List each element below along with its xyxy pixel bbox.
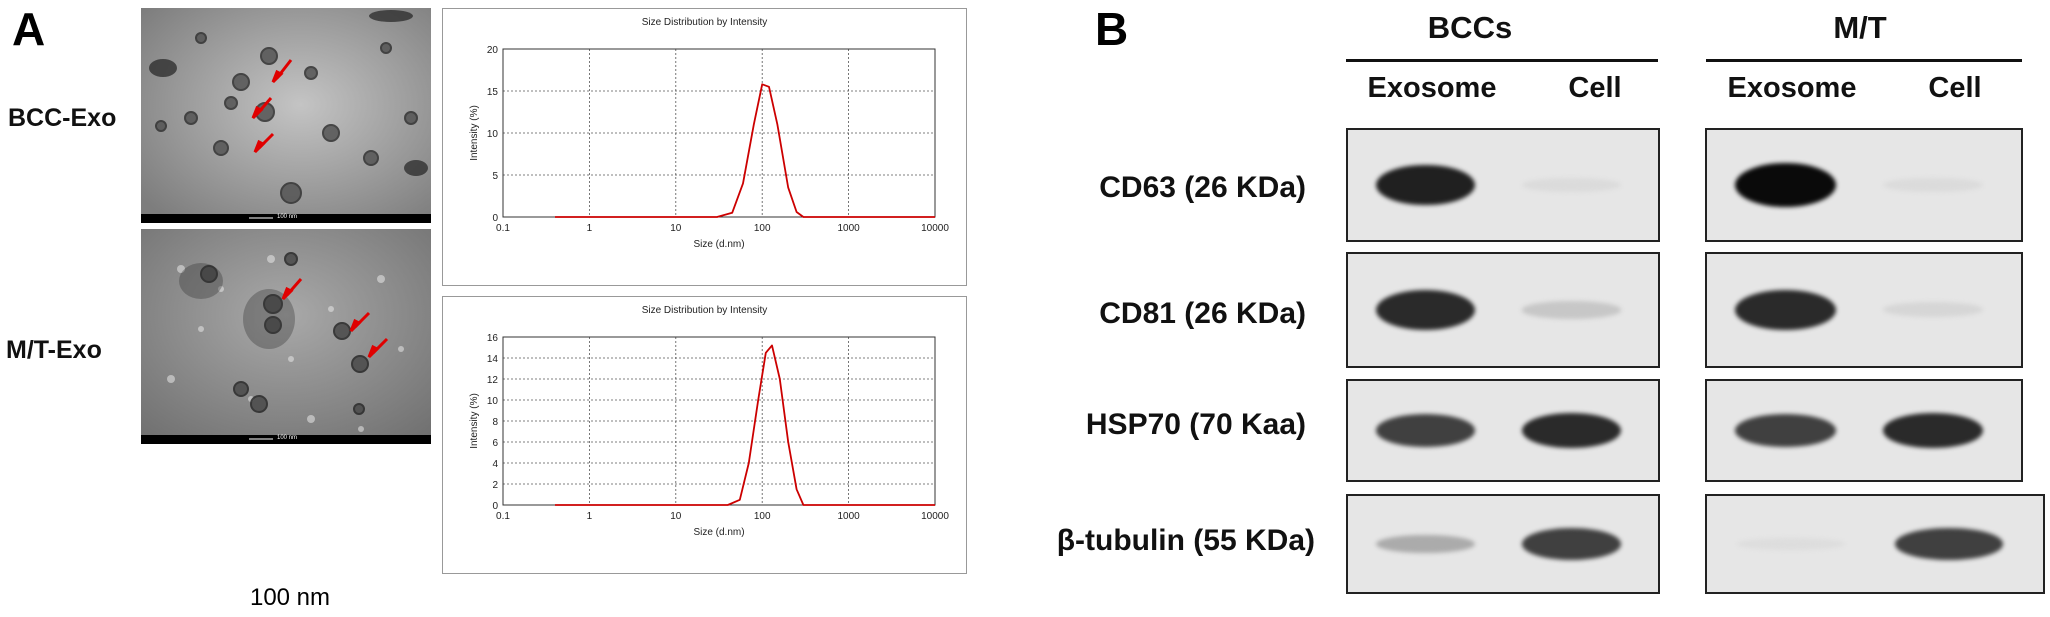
blot-bcc-hsp70 — [1346, 379, 1660, 482]
chart-title: Size Distribution by Intensity — [641, 17, 768, 28]
y-tick-label: 12 — [487, 375, 499, 386]
blot-label-beta-tubulin: β-tubulin (55 KDa) — [1056, 524, 1315, 557]
blot-band — [1737, 537, 1845, 551]
y-tick-label: 2 — [492, 480, 498, 491]
blot-label-cd63: CD63 (26 KDa) — [1099, 171, 1306, 204]
tem-scale-label-1: 100 nm — [277, 214, 298, 220]
group-underline-bccs — [1346, 59, 1658, 62]
y-tick-label: 6 — [492, 438, 498, 449]
panel-a-letter: A — [12, 3, 46, 55]
blot-bcc-cd81 — [1346, 252, 1660, 368]
col-label-mt-cell: Cell — [1928, 72, 1982, 104]
x-tick-label: 100 — [754, 223, 771, 234]
blot-band — [1735, 289, 1836, 331]
blot-band — [1521, 177, 1621, 193]
blot-band — [1521, 301, 1621, 319]
panel-b-letter: B — [1095, 3, 1129, 55]
y-tick-label: 20 — [487, 45, 499, 56]
blot-band — [1375, 534, 1476, 554]
y-tick-label: 10 — [487, 396, 499, 407]
x-tick-label: 10000 — [921, 223, 949, 234]
row-label-mt-exo: M/T-Exo — [6, 336, 102, 364]
blot-band — [1521, 412, 1621, 449]
blot-band — [1521, 528, 1621, 560]
x-tick-label: 10 — [670, 223, 682, 234]
blot-band — [1882, 412, 1984, 449]
chart-svg-2: 0.1 1 10 100 1000 10000 0 2 4 6 8 10 12 14 16 Size (d.n… — [469, 333, 949, 538]
blot-band — [1375, 414, 1476, 447]
col-label-mt-exosome: Exosome — [1727, 72, 1857, 104]
blot-mt-beta-tubulin — [1705, 494, 2045, 594]
blot-band — [1375, 289, 1476, 331]
blot-band — [1375, 164, 1476, 206]
y-tick-label: 8 — [492, 417, 498, 428]
x-tick-label: 10 — [670, 511, 682, 522]
y-tick-label: 0 — [492, 213, 498, 224]
blot-band — [1882, 302, 1984, 318]
blot-label-cd81: CD81 (26 KDa) — [1099, 297, 1306, 330]
y-axis-label: Intensity (%) — [469, 105, 480, 161]
tem-scale-caption: 100 nm — [249, 584, 331, 611]
chart-title: Size Distribution by Intensity — [641, 305, 768, 316]
y-tick-label: 15 — [487, 87, 499, 98]
row-label-bcc-exo: BCC-Exo — [8, 104, 117, 132]
y-tick-label: 5 — [492, 171, 498, 182]
x-tick-label: 1000 — [837, 511, 860, 522]
col-label-bcc-exosome: Exosome — [1367, 72, 1497, 104]
blot-bcc-cd63 — [1346, 128, 1660, 242]
x-tick-label: 0.1 — [496, 223, 510, 234]
chart-svg-1: 0.1 1 10 100 1000 10000 0 5 10 15 20 Size (d.nm) Int… — [469, 45, 949, 250]
group-underline-mt — [1706, 59, 2022, 62]
series-line — [555, 344, 935, 506]
dls-chart-bcc-exo: Size Distribution by Intensity 0.1 1 10 100… — [442, 8, 967, 286]
x-tick-label: 1 — [587, 223, 593, 234]
x-axis-label: Size (d.nm) — [693, 527, 744, 538]
y-tick-label: 10 — [487, 129, 499, 140]
blot-band — [1735, 414, 1836, 447]
group-title-bccs: BCCs — [1427, 10, 1513, 45]
y-tick-label: 16 — [487, 333, 499, 344]
blot-mt-hsp70 — [1705, 379, 2023, 482]
y-tick-label: 14 — [487, 354, 499, 365]
blot-band — [1895, 528, 2003, 560]
x-tick-label: 100 — [754, 511, 771, 522]
x-axis-label: Size (d.nm) — [693, 239, 744, 250]
tem-scale-label-2: 100 nm — [277, 435, 298, 441]
col-label-bcc-cell: Cell — [1568, 72, 1622, 104]
y-tick-label: 0 — [492, 501, 498, 512]
tem-image-bcc-exo: 100 nm — [141, 8, 431, 223]
x-tick-label: 1000 — [837, 223, 860, 234]
series-line — [555, 83, 935, 218]
group-title-mt: M/T — [1833, 10, 1887, 45]
x-tick-label: 0.1 — [496, 511, 510, 522]
tem-image-mt-exo: 100 nm — [141, 229, 431, 444]
x-tick-label: 1 — [587, 511, 593, 522]
blot-band — [1882, 177, 1984, 193]
blot-label-hsp70: HSP70 (70 Kaa) — [1085, 408, 1306, 441]
blot-bcc-beta-tubulin — [1346, 494, 1660, 594]
dls-chart-mt-exo: Size Distribution by Intensity 0.1 1 10 100… — [442, 296, 967, 574]
blot-mt-cd81 — [1705, 252, 2023, 368]
blot-mt-cd63 — [1705, 128, 2023, 242]
y-tick-label: 4 — [492, 459, 498, 470]
x-tick-label: 10000 — [921, 511, 949, 522]
blot-band — [1735, 163, 1836, 207]
y-axis-label: Intensity (%) — [469, 393, 480, 449]
